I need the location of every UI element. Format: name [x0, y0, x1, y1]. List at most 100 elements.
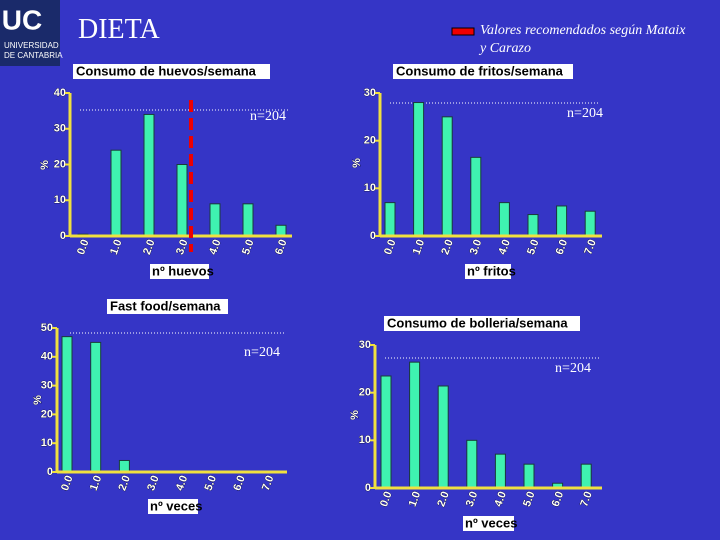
- y-tick-label: 20: [364, 135, 376, 147]
- title-box: [73, 64, 270, 79]
- y-tick-label: 0: [370, 230, 376, 242]
- x-label-box: [465, 264, 511, 279]
- bar: [242, 203, 254, 237]
- y-tick-label: 20: [54, 158, 66, 170]
- x-tick-label: 1.0: [411, 238, 428, 256]
- bar: [437, 385, 449, 489]
- bar: [498, 202, 510, 237]
- x-tick-label: 0.0: [75, 238, 92, 256]
- y-tick-label: 30: [364, 87, 376, 99]
- x-tick-label: 1.0: [407, 490, 424, 508]
- annotation: n=204: [250, 109, 286, 124]
- bar: [527, 214, 539, 237]
- x-tick-label: 2.0: [439, 238, 456, 256]
- bar: [275, 224, 287, 237]
- bar: [584, 210, 596, 237]
- title-box: [393, 64, 573, 79]
- x-tick-label: 3.0: [145, 474, 162, 492]
- bar: [380, 375, 392, 489]
- y-tick-label: 30: [41, 380, 53, 392]
- chart-title: Consumo de fritos/semana: [396, 63, 564, 78]
- x-tick-label: 4.0: [207, 238, 224, 256]
- x-tick-label: 3.0: [464, 490, 481, 508]
- bar: [580, 463, 592, 489]
- y-tick-label: 20: [359, 387, 371, 399]
- y-axis-label: %: [351, 158, 363, 168]
- bar: [523, 463, 535, 489]
- bar: [61, 336, 73, 473]
- bar: [494, 453, 506, 489]
- charts: Consumo de huevos/semana nº huevos n=204% 0…: [32, 63, 603, 531]
- chart-title: Consumo de huevos/semana: [76, 63, 257, 78]
- bar: [209, 203, 221, 237]
- y-tick-label: 10: [364, 182, 376, 194]
- logo: UC: [2, 4, 42, 35]
- x-tick-label: 5.0: [203, 474, 220, 492]
- y-tick-label: 30: [359, 339, 371, 351]
- y-axis-label: %: [39, 160, 51, 170]
- bar: [556, 205, 568, 237]
- logo-box: [0, 0, 60, 66]
- y-tick-label: 0: [60, 230, 66, 242]
- chart-title: Consumo de bolleria/semana: [387, 315, 568, 330]
- y-tick-label: 40: [54, 87, 66, 99]
- y-tick-label: 50: [41, 322, 53, 334]
- y-tick-label: 0: [47, 466, 53, 478]
- x-tick-label: 0.0: [382, 238, 399, 256]
- x-tick-label: 0.0: [378, 490, 395, 508]
- slide-title: DIETA: [78, 14, 161, 45]
- x-label-box: [148, 499, 198, 514]
- bar: [176, 164, 188, 237]
- x-tick-label: 6.0: [550, 490, 567, 508]
- bar: [110, 149, 122, 237]
- x-tick-label: 5.0: [240, 238, 257, 256]
- annotation: n=204: [555, 361, 591, 376]
- y-tick-label: 0: [365, 482, 371, 494]
- x-tick-label: 4.0: [174, 474, 191, 492]
- x-tick-label: 2.0: [435, 490, 452, 508]
- title-box: [107, 299, 228, 314]
- bar: [384, 202, 396, 237]
- legend-text: y Carazo: [478, 41, 531, 56]
- x-tick-label: 3.0: [468, 238, 485, 256]
- x-tick-label: 1.0: [88, 474, 105, 492]
- bar: [466, 439, 478, 489]
- university: DE CANTABRIA: [4, 51, 63, 60]
- x-tick-label: 5.0: [525, 238, 542, 256]
- x-axis-label: nº veces: [465, 515, 517, 530]
- bar: [118, 459, 130, 473]
- bar: [470, 156, 482, 237]
- x-tick-label: 6.0: [273, 238, 290, 256]
- x-tick-label: 4.0: [496, 238, 513, 256]
- y-tick-label: 20: [41, 408, 53, 420]
- x-tick-label: 7.0: [578, 490, 595, 508]
- university: UNIVERSIDAD: [4, 41, 59, 50]
- x-tick-label: 2.0: [116, 474, 133, 492]
- legend-text: Valores recomendados según Mataix: [480, 23, 686, 38]
- x-tick-label: 7.0: [582, 238, 599, 256]
- bar: [441, 116, 453, 237]
- y-axis-label: %: [349, 410, 361, 420]
- x-axis-label: nº huevos: [152, 263, 214, 278]
- x-tick-label: 6.0: [231, 474, 248, 492]
- x-label-box: [463, 516, 514, 531]
- x-label-box: [150, 264, 209, 279]
- y-axis-label: %: [32, 395, 44, 405]
- x-tick-label: 2.0: [141, 238, 158, 256]
- x-axis-label: nº fritos: [467, 263, 516, 278]
- x-tick-label: 5.0: [521, 490, 538, 508]
- x-tick-label: 1.0: [108, 238, 125, 256]
- bar: [413, 102, 425, 237]
- title-box: [384, 316, 580, 331]
- x-tick-label: 7.0: [260, 474, 277, 492]
- y-tick-label: 10: [54, 194, 66, 206]
- x-axis-label: nº veces: [150, 498, 202, 513]
- bar: [143, 113, 155, 237]
- legend-swatch: [451, 27, 475, 36]
- y-tick-label: 10: [359, 434, 371, 446]
- bar: [90, 341, 102, 473]
- y-tick-label: 10: [41, 437, 53, 449]
- x-tick-label: 0.0: [59, 474, 76, 492]
- annotation: n=204: [244, 345, 280, 360]
- y-tick-label: 40: [41, 351, 53, 363]
